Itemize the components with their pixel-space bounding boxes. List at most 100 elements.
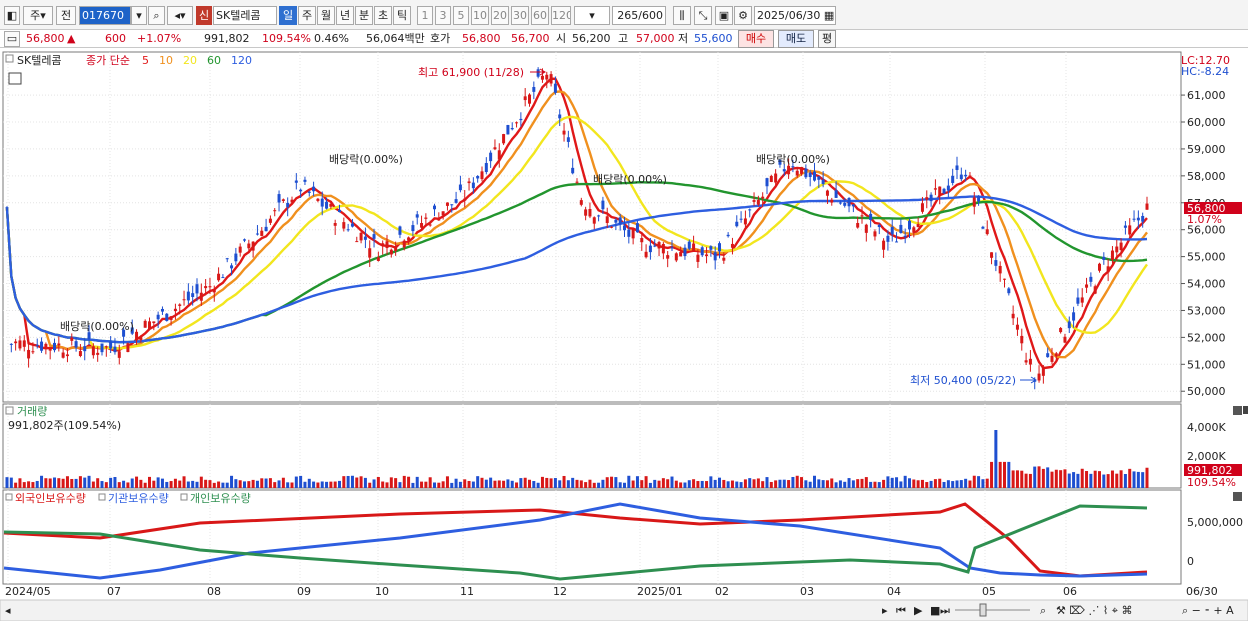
volume-bar xyxy=(1050,471,1054,488)
volume-bar xyxy=(212,482,216,488)
end-icon[interactable]: ⏭ xyxy=(940,604,950,617)
candle-type-icon[interactable]: ⫼ xyxy=(673,6,691,25)
code-dropdown-icon[interactable]: ▾ xyxy=(131,6,147,25)
candle-body xyxy=(1067,321,1071,329)
eval-button[interactable]: 평 xyxy=(818,30,836,48)
amount-value: 56,064백만 xyxy=(366,32,425,45)
holding-line-2 xyxy=(3,504,1148,581)
period-tab-0[interactable]: 일 xyxy=(279,6,297,25)
candle-body xyxy=(670,247,674,249)
interval-button-30[interactable]: 30 xyxy=(511,6,529,25)
candle-body xyxy=(454,199,458,203)
count-input[interactable]: 265/600 xyxy=(612,6,666,25)
buy-button[interactable]: 매수 xyxy=(738,30,774,48)
volume-bar xyxy=(748,478,752,488)
period-tab-6[interactable]: 틱 xyxy=(393,6,411,25)
candle-body xyxy=(661,243,665,254)
table-icon[interactable] xyxy=(8,72,22,85)
period-tab-5[interactable]: 초 xyxy=(374,6,392,25)
candle-body xyxy=(57,343,61,346)
period-tab-1[interactable]: 주 xyxy=(298,6,316,25)
draw-tool-icon[interactable]: ⤡ xyxy=(694,6,712,25)
volume-bar xyxy=(445,476,449,488)
zoom-slider-handle[interactable] xyxy=(979,603,987,617)
volume-bar xyxy=(273,482,277,488)
rewind-icon[interactable]: ⏮ xyxy=(896,604,906,617)
candle-body xyxy=(307,191,311,193)
volume-bar xyxy=(605,477,609,488)
gear-icon[interactable]: ⚙ xyxy=(734,6,752,25)
candle-body xyxy=(515,122,519,124)
candle-body xyxy=(787,165,791,175)
extra-select[interactable]: ▾ xyxy=(574,6,610,25)
play-icon[interactable]: ▶ xyxy=(914,604,923,617)
candle-body xyxy=(666,255,670,259)
candle-body xyxy=(27,349,31,359)
zoom-out-icon[interactable]: ⌕ − ⁃ + A xyxy=(1182,604,1234,617)
checkbox-icon[interactable]: ▭ xyxy=(4,31,20,47)
stock-code-input[interactable]: 017670 xyxy=(79,6,131,25)
panel-stock-name: SK텔레콤 xyxy=(17,54,62,67)
interval-button-20[interactable]: 20 xyxy=(491,6,509,25)
x-tick-label: 11 xyxy=(460,585,474,598)
volume-bar xyxy=(74,478,78,488)
volume-close-icon[interactable] xyxy=(1243,406,1248,414)
speaker-icon[interactable]: ◂▾ xyxy=(167,6,193,25)
sell-button[interactable]: 매도 xyxy=(778,30,814,48)
interval-button-5[interactable]: 5 xyxy=(453,6,469,25)
volume-bar xyxy=(515,482,519,488)
holding-panel-close[interactable] xyxy=(1233,492,1242,501)
window-icon[interactable]: ◧ xyxy=(4,6,20,25)
prev-button[interactable]: 전 xyxy=(56,6,76,25)
interval-button-120[interactable]: 120 xyxy=(551,6,571,25)
volume-bar xyxy=(856,479,860,488)
volume-bar xyxy=(143,482,147,488)
magnify-icon[interactable]: ⌕ xyxy=(1040,604,1046,617)
volume-bar xyxy=(830,478,834,488)
volume-bar xyxy=(549,478,553,488)
change-pct: +1.07% xyxy=(137,32,182,45)
save-icon[interactable]: ▣ xyxy=(715,6,733,25)
search-icon[interactable]: ⌕ xyxy=(148,6,165,25)
volume-bar xyxy=(834,482,838,488)
volume-bar xyxy=(415,476,419,488)
interval-button-1[interactable]: 1 xyxy=(417,6,433,25)
volume-bar xyxy=(152,480,156,488)
candle-body xyxy=(869,213,873,220)
candle-body xyxy=(955,165,959,170)
volume-bar xyxy=(294,476,298,488)
candle-body xyxy=(579,200,583,205)
interval-button-10[interactable]: 10 xyxy=(471,6,489,25)
volume-bar xyxy=(756,478,760,488)
volume-bar xyxy=(1098,471,1101,488)
scroll-right-icon[interactable]: ▸ xyxy=(882,604,888,617)
candle-body xyxy=(1145,203,1149,210)
volume-bar xyxy=(1020,470,1024,488)
candle-body xyxy=(1003,278,1006,280)
volume-bar xyxy=(765,477,769,488)
stop-icon[interactable]: ■ xyxy=(930,604,940,617)
period-tab-3[interactable]: 년 xyxy=(336,6,354,25)
date-input[interactable]: 2025/06/30 ▦ xyxy=(754,6,836,25)
volume-bar xyxy=(320,481,324,488)
volume-bar xyxy=(441,481,445,488)
period-tab-4[interactable]: 분 xyxy=(355,6,373,25)
type-select[interactable]: 주▾ xyxy=(23,6,53,25)
candle-body xyxy=(480,171,484,180)
volume-panel-close[interactable] xyxy=(1233,406,1242,415)
volume-bar xyxy=(126,482,130,488)
candle-body xyxy=(294,180,298,183)
candle-body xyxy=(553,83,557,93)
candle-body xyxy=(225,258,229,260)
tools-icon[interactable]: ⚒ ⌦ ⋰ ⌇ ⌖ ⌘ xyxy=(1056,604,1132,617)
scroll-left-icon[interactable]: ◂ xyxy=(5,604,11,617)
period-tab-2[interactable]: 월 xyxy=(317,6,335,25)
volume-bar xyxy=(851,480,855,488)
candle-body xyxy=(1011,313,1015,319)
volume-bar xyxy=(117,482,121,488)
candle-body xyxy=(549,74,553,84)
interval-button-60[interactable]: 60 xyxy=(531,6,549,25)
bid-value: 56,700 xyxy=(511,32,550,45)
interval-button-3[interactable]: 3 xyxy=(435,6,451,25)
volume-bar xyxy=(53,477,56,488)
